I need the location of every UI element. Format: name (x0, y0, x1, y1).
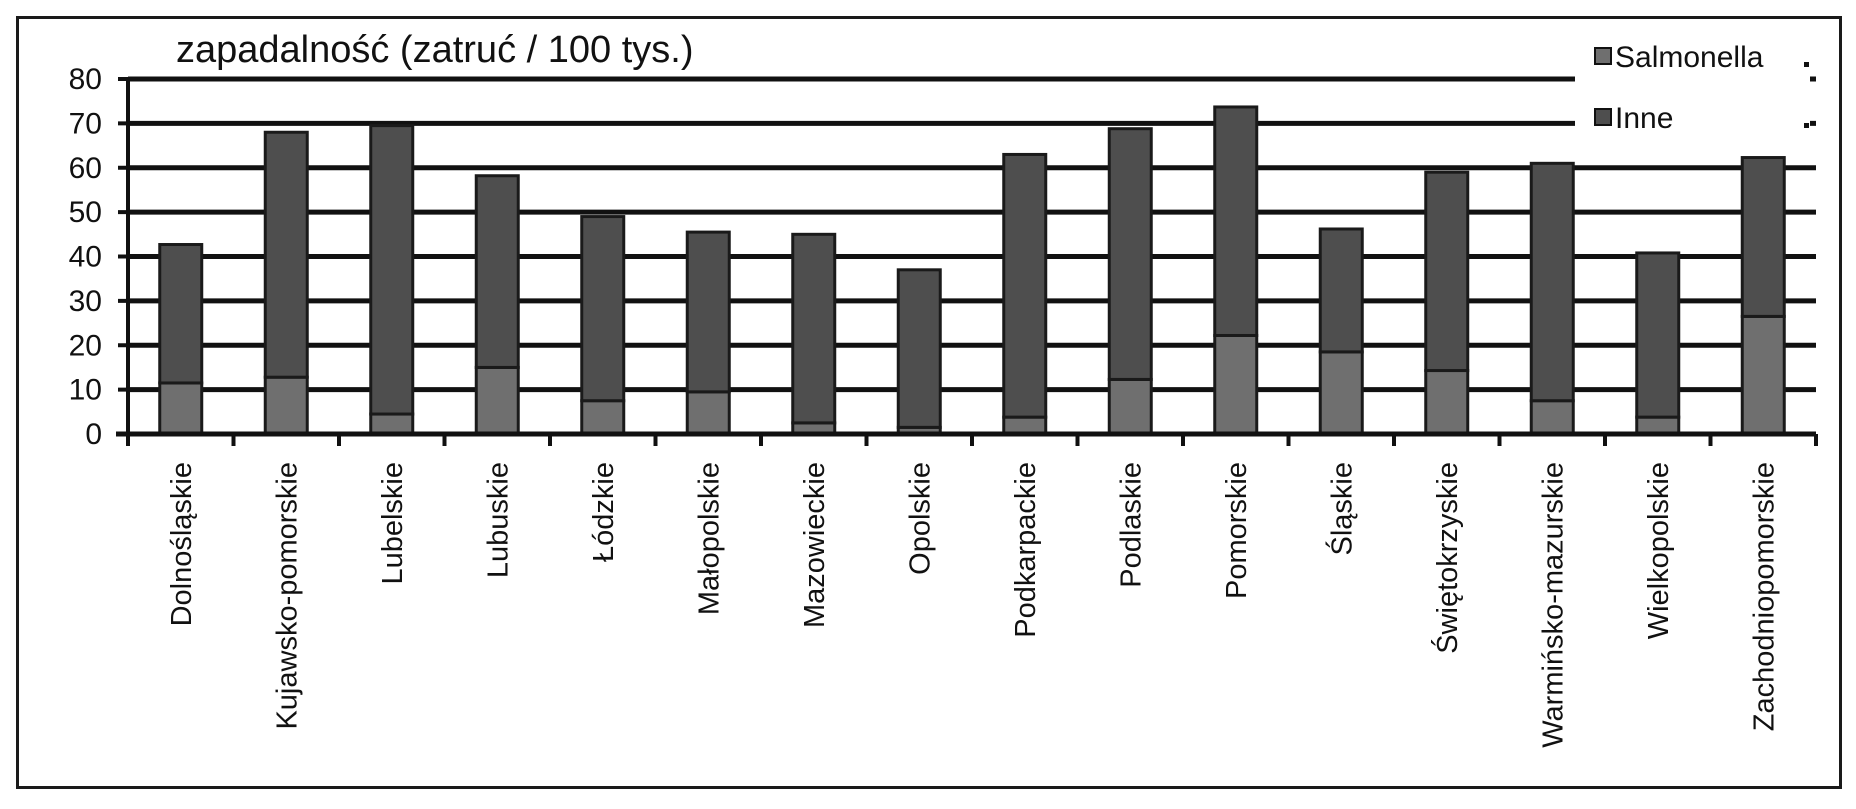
bar-segment-inne (263, 130, 309, 379)
bar-segment-salmonella (580, 399, 626, 436)
bar-segment-inne (1529, 161, 1575, 403)
bars (158, 105, 1786, 436)
y-tick-label: 0 (85, 418, 102, 451)
bar-segment-salmonella (474, 365, 520, 436)
bar-segment-salmonella (369, 412, 415, 436)
y-tick-labels: 0 10 20 30 40 50 60 70 80 (69, 63, 102, 451)
x-category-label: Kujawsko-pomorskie (271, 462, 303, 730)
x-category-label: Dolnośląskie (166, 462, 198, 626)
bar-segment-salmonella (1107, 377, 1153, 436)
bar-segment-inne (1318, 227, 1364, 354)
bar-segment-inne (474, 174, 520, 369)
x-category-label: Podlaskie (1115, 462, 1147, 588)
y-tick-label: 60 (69, 152, 102, 185)
x-category-label: Śląskie (1324, 462, 1358, 556)
x-category-label: Warmińsko-mazurskie (1537, 462, 1569, 748)
bar-segment-inne (369, 124, 415, 416)
legend-marker (1804, 123, 1809, 128)
legend-label: Inne (1615, 102, 1673, 135)
bar-segment-salmonella (1318, 350, 1364, 436)
bar-segment-inne (1213, 105, 1259, 337)
bar-segment-inne (580, 215, 626, 403)
y-tick-label: 80 (69, 63, 102, 96)
y-tick-label: 20 (69, 329, 102, 362)
bar-segment-salmonella (685, 390, 731, 436)
y-tick-label: 50 (69, 196, 102, 229)
legend: Salmonella Inne (1594, 41, 1809, 135)
bar-segment-salmonella (1740, 314, 1786, 436)
bar-segment-inne (896, 268, 942, 429)
legend-background (1575, 28, 1810, 138)
bar-segment-salmonella (1002, 415, 1048, 436)
bar-segment-salmonella (1635, 415, 1681, 436)
x-category-label: Wielkopolskie (1643, 462, 1675, 639)
x-category-label: Zachodniopomorskie (1748, 462, 1780, 731)
bar-segment-inne (685, 230, 731, 394)
bar-segment-salmonella (1529, 399, 1575, 436)
axes (116, 77, 1818, 446)
legend-swatch (1594, 47, 1612, 65)
x-category-label: Lubuskie (482, 462, 514, 578)
bar-segment-inne (791, 232, 837, 425)
category-labels: Dolnośląskie Kujawsko-pomorskie Lubelskie L… (166, 462, 1781, 748)
legend-swatch (1594, 108, 1612, 126)
bar-segment-salmonella (1213, 333, 1259, 436)
x-category-label: Opolskie (904, 462, 936, 575)
bar-segment-inne (1740, 156, 1786, 318)
bar-segment-inne (158, 243, 204, 385)
x-category-label: Małopolskie (693, 462, 725, 615)
legend-label: Salmonella (1615, 41, 1764, 74)
legend-marker (1804, 62, 1809, 67)
x-category-label: Podkarpackie (1010, 462, 1042, 638)
bar-segment-salmonella (1424, 369, 1470, 436)
bar-segment-inne (1107, 127, 1153, 381)
y-tick-label: 10 (69, 374, 102, 407)
x-category-label: Lubelskie (377, 462, 409, 585)
x-category-label: Mazowieckie (799, 462, 831, 628)
y-tick-label: 70 (69, 107, 102, 140)
bar-segment-inne (1424, 170, 1470, 373)
y-tick-label: 30 (69, 285, 102, 318)
chart-title: zapadalność (zatruć / 100 tys.) (176, 29, 693, 71)
x-category-label: Świętokrzyskie (1430, 462, 1464, 654)
x-category-label: Łódzkie (588, 462, 620, 562)
bar-segment-inne (1635, 251, 1681, 419)
y-tick-label: 40 (69, 241, 102, 274)
bar-segment-inne (1002, 152, 1048, 419)
x-category-label: Pomorskie (1221, 462, 1253, 599)
bar-segment-salmonella (263, 375, 309, 436)
bar-segment-salmonella (158, 381, 204, 436)
